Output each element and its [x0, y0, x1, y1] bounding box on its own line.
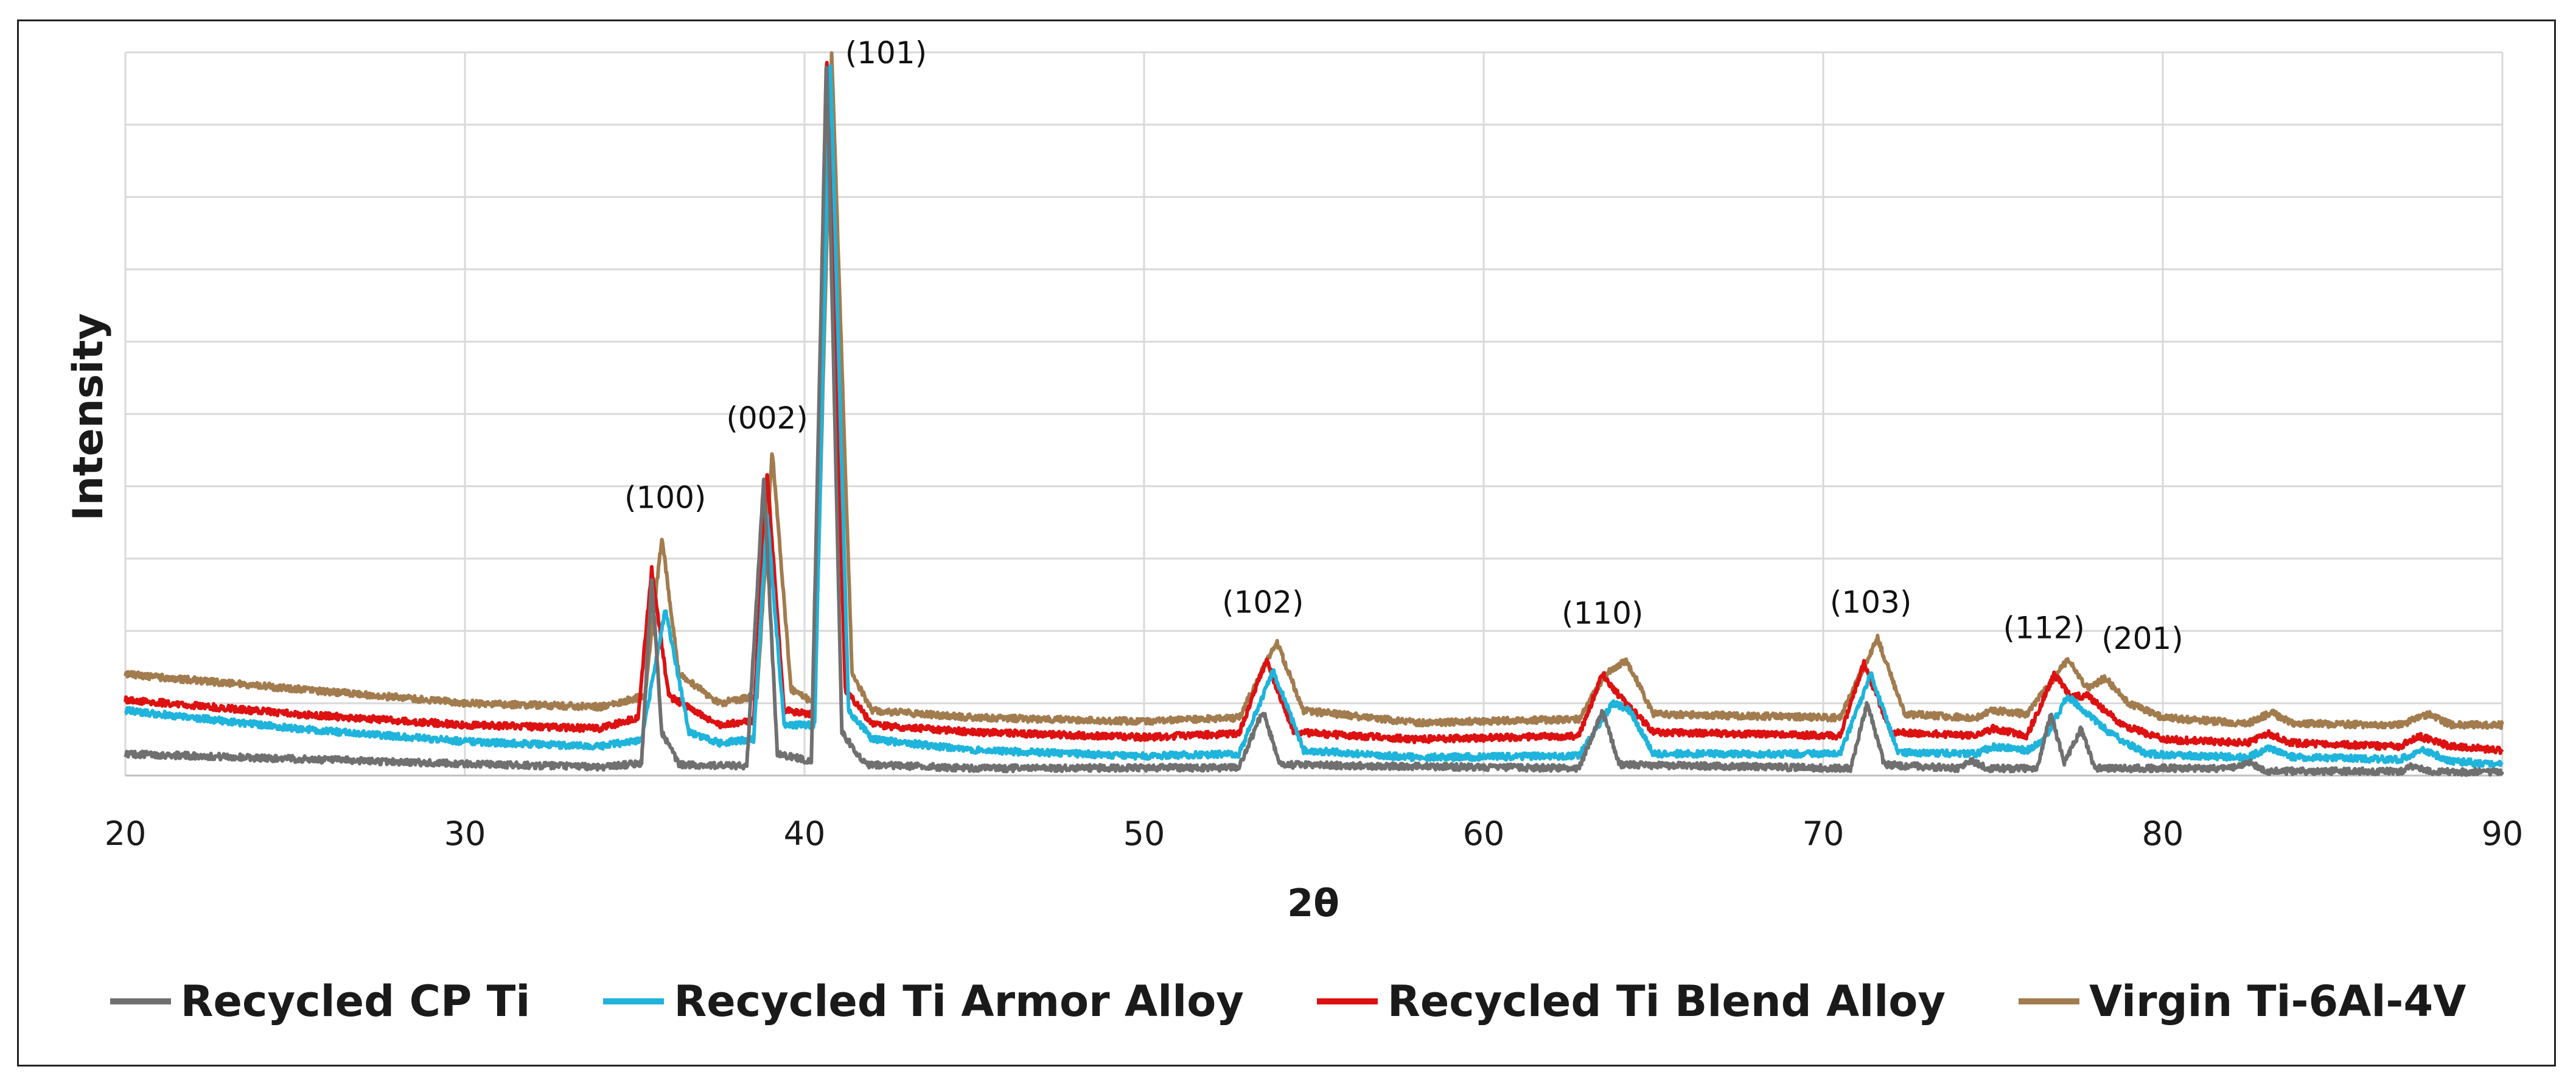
peak-label: (110) — [1562, 596, 1643, 631]
peak-label: (112) — [2003, 610, 2084, 645]
legend-swatch — [1316, 998, 1378, 1004]
legend-item-recycled-ti-armor-alloy: Recycled Ti Armor Alloy — [603, 976, 1244, 1026]
peak-label: (100) — [624, 480, 706, 515]
legend-label: Recycled Ti Armor Alloy — [674, 976, 1244, 1026]
x-tick-label: 50 — [1123, 814, 1165, 853]
legend-item-virgin-ti-6al-4v: Virgin Ti-6Al-4V — [2019, 976, 2466, 1026]
peak-label: (102) — [1222, 585, 1304, 620]
peak-label: (002) — [726, 401, 808, 436]
peak-label: (201) — [2101, 621, 2183, 656]
x-tick-labels: 20 30 40 50 60 70 80 90 — [105, 814, 2524, 853]
peak-label: (103) — [1830, 585, 1911, 620]
peak-annotations: (100) (002) (101) (102) (110) (103) (112) (201) — [624, 35, 2183, 656]
x-axis-label: 2θ — [1287, 881, 1339, 925]
legend-swatch — [603, 998, 665, 1004]
y-axis-label: Intensity — [65, 313, 113, 520]
x-tick-label: 60 — [1463, 814, 1505, 853]
series-line-virgin-ti-6al-4v — [124, 51, 2504, 730]
legend: Recycled CP Ti Recycled Ti Armor Alloy R… — [0, 974, 2576, 1029]
legend-label: Recycled Ti Blend Alloy — [1387, 976, 1946, 1026]
x-tick-label: 70 — [1803, 814, 1845, 853]
x-tick-label: 30 — [444, 814, 486, 853]
x-tick-label: 20 — [105, 814, 147, 853]
legend-swatch — [110, 998, 171, 1004]
x-tick-label: 80 — [2142, 814, 2184, 853]
series-line-recycled-cp-ti — [124, 66, 2504, 777]
x-tick-label: 40 — [784, 814, 826, 853]
series-line-recycled-ti-armor-alloy — [124, 64, 2504, 768]
peak-label: (101) — [845, 35, 927, 71]
legend-item-recycled-ti-blend-alloy: Recycled Ti Blend Alloy — [1316, 976, 1946, 1026]
series-layer — [124, 51, 2504, 777]
legend-item-recycled-cp-ti: Recycled CP Ti — [110, 976, 531, 1026]
series-line-recycled-ti-blend-alloy — [124, 60, 2504, 755]
x-tick-label: 90 — [2482, 814, 2524, 853]
legend-label: Recycled CP Ti — [180, 976, 531, 1026]
legend-swatch — [2019, 998, 2079, 1004]
grid-lines — [124, 51, 2504, 777]
chart-frame — [17, 19, 2556, 1067]
legend-label: Virgin Ti-6Al-4V — [2089, 976, 2466, 1026]
